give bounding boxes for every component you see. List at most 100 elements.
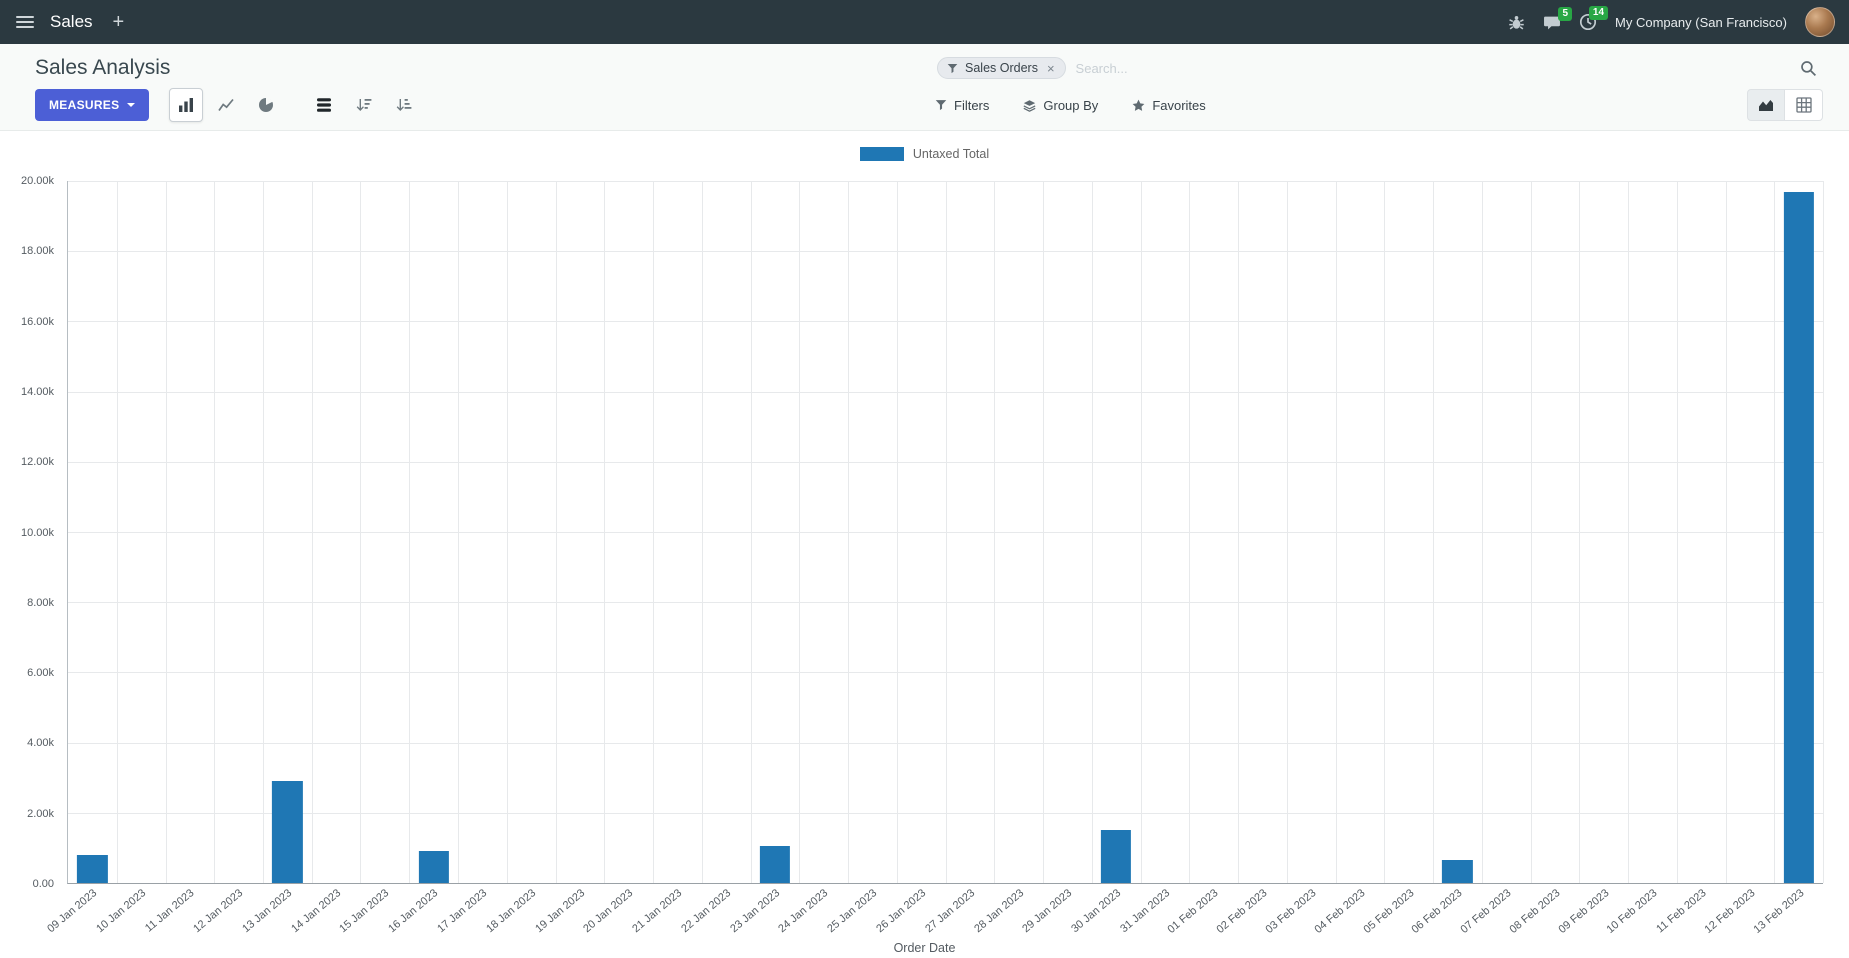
app-name[interactable]: Sales	[50, 12, 93, 31]
y-tick-label: 0.00	[32, 878, 54, 890]
v-gridline	[1823, 181, 1824, 883]
v-gridline	[799, 181, 801, 883]
sort-ascending-button[interactable]	[387, 88, 421, 122]
v-gridline	[555, 181, 557, 883]
facet-remove-icon[interactable]: ×	[1046, 60, 1055, 76]
pivot-table-icon	[1795, 97, 1812, 113]
bar-06-feb-2023[interactable]	[1442, 860, 1473, 883]
x-tick-label: 06 Feb 2023	[1409, 887, 1465, 936]
filters-label: Filters	[954, 97, 990, 113]
pivot-view-button[interactable]	[1785, 89, 1823, 121]
v-gridline	[263, 181, 264, 883]
favorites-menu[interactable]: Favorites	[1130, 94, 1207, 117]
x-axis: 09 Jan 2023 10 Jan 2023 11 Jan 2023 12 Jan …	[45, 884, 1823, 936]
x-tick-label: 03 Feb 2023	[1263, 887, 1319, 936]
x-tick-label: 25 Jan 2023	[825, 887, 880, 936]
y-tick-label: 14.00k	[20, 385, 54, 398]
v-gridline	[750, 181, 752, 883]
search-bar[interactable]: Sales Orders ×	[933, 52, 1823, 84]
v-gridline	[1628, 181, 1629, 883]
page-title: Sales Analysis	[35, 56, 171, 79]
view-switcher	[1747, 89, 1823, 121]
plus-icon[interactable]: +	[112, 11, 125, 33]
stacked-toggle-button[interactable]	[307, 88, 341, 122]
v-gridline	[652, 181, 654, 883]
bar-chart-icon	[179, 98, 194, 112]
messages-badge: 5	[1558, 6, 1573, 21]
bar-23-jan-2023[interactable]	[759, 846, 790, 883]
search-input[interactable]	[1073, 59, 1790, 77]
bar-chart-button[interactable]	[169, 88, 204, 122]
v-gridline	[1189, 181, 1191, 883]
control-panel-top-row: Sales Analysis Sales Orders ×	[35, 52, 1823, 84]
graph-view-button[interactable]	[1747, 89, 1785, 121]
debug-bug-icon[interactable]	[1508, 14, 1525, 31]
y-tick-label: 18.00k	[20, 245, 54, 258]
line-chart-button[interactable]	[209, 88, 243, 122]
group-by-menu[interactable]: Group By	[1021, 94, 1100, 117]
x-tick-label: 13 Jan 2023	[240, 887, 295, 936]
x-tick-label: 28 Jan 2023	[971, 887, 1026, 936]
x-tick-label: 09 Jan 2023	[44, 887, 100, 936]
x-tick-label: 02 Feb 2023	[1214, 887, 1270, 936]
v-gridline	[1676, 181, 1678, 883]
v-gridline	[1481, 181, 1483, 883]
bar-13-jan-2023[interactable]	[272, 781, 303, 883]
bar-09-jan-2023[interactable]	[77, 854, 108, 883]
y-tick-label: 10.00k	[20, 526, 54, 539]
x-tick-label: 09 Feb 2023	[1556, 887, 1612, 936]
y-axis: 0.00 2.00k 4.00k 6.00k 8.00k 10.00k 12.00k 14.0…	[0, 175, 60, 890]
navbar-left: Sales +	[16, 12, 128, 32]
bar-13-feb-2023[interactable]	[1783, 191, 1814, 883]
v-gridline	[409, 181, 411, 883]
legend-swatch	[859, 147, 904, 161]
search-icon[interactable]	[1798, 58, 1819, 79]
v-gridline	[1384, 181, 1386, 883]
graph-view: Untaxed Total 0.00 2.00k 4.00k 6.00k 8.00k 10…	[0, 131, 1849, 958]
x-tick-label: 21 Jan 2023	[630, 887, 685, 936]
x-axis-title: Order Date	[893, 941, 956, 955]
company-switcher[interactable]: My Company (San Francisco)	[1615, 14, 1787, 30]
bar-16-jan-2023[interactable]	[418, 851, 449, 883]
area-chart-icon	[1759, 100, 1773, 111]
y-tick-label: 20.00k	[20, 175, 54, 187]
user-avatar[interactable]	[1805, 7, 1835, 37]
plot-area	[67, 181, 1824, 884]
v-gridline	[360, 181, 362, 883]
x-tick-label: 19 Jan 2023	[532, 887, 587, 936]
bar-30-jan-2023[interactable]	[1101, 830, 1132, 883]
v-gridline	[1433, 181, 1434, 883]
search-facet-sales-orders[interactable]: Sales Orders ×	[937, 57, 1066, 79]
activities-clock-icon[interactable]: 14	[1579, 6, 1609, 31]
navbar-right: 5 14 My Company (San Francisco)	[1508, 6, 1835, 37]
measures-button[interactable]: MEASURES	[35, 89, 150, 121]
x-tick-label: 08 Feb 2023	[1507, 887, 1563, 936]
group-by-label: Group By	[1043, 97, 1099, 113]
v-gridline	[165, 181, 167, 883]
layers-icon	[1023, 99, 1036, 112]
search-menus: Filters Group By Favorites	[933, 89, 1823, 121]
v-gridline	[1043, 181, 1044, 883]
sort-descending-button[interactable]	[347, 88, 381, 122]
x-tick-label: 31 Jan 2023	[1118, 887, 1173, 936]
pie-chart-icon	[259, 97, 274, 112]
x-tick-label: 18 Jan 2023	[483, 887, 539, 936]
y-tick-label: 6.00k	[27, 667, 54, 680]
y-tick-label: 2.00k	[27, 807, 54, 820]
v-gridline	[1579, 181, 1581, 883]
chart-legend[interactable]: Untaxed Total	[0, 147, 1849, 161]
v-gridline	[1091, 181, 1093, 883]
v-gridline	[1237, 181, 1239, 883]
x-tick-label: 01 Feb 2023	[1165, 887, 1221, 936]
v-gridline	[1530, 181, 1532, 883]
messages-icon[interactable]: 5	[1543, 6, 1573, 31]
x-tick-label: 12 Feb 2023	[1702, 887, 1758, 936]
v-gridline	[1725, 181, 1727, 883]
apps-menu-icon[interactable]	[16, 16, 34, 28]
pie-chart-button[interactable]	[249, 88, 283, 122]
v-gridline	[848, 181, 849, 883]
x-tick-label: 11 Feb 2023	[1654, 887, 1709, 936]
line-chart-icon	[218, 98, 235, 111]
x-tick-label: 30 Jan 2023	[1069, 887, 1124, 936]
filters-menu[interactable]: Filters	[933, 94, 991, 117]
